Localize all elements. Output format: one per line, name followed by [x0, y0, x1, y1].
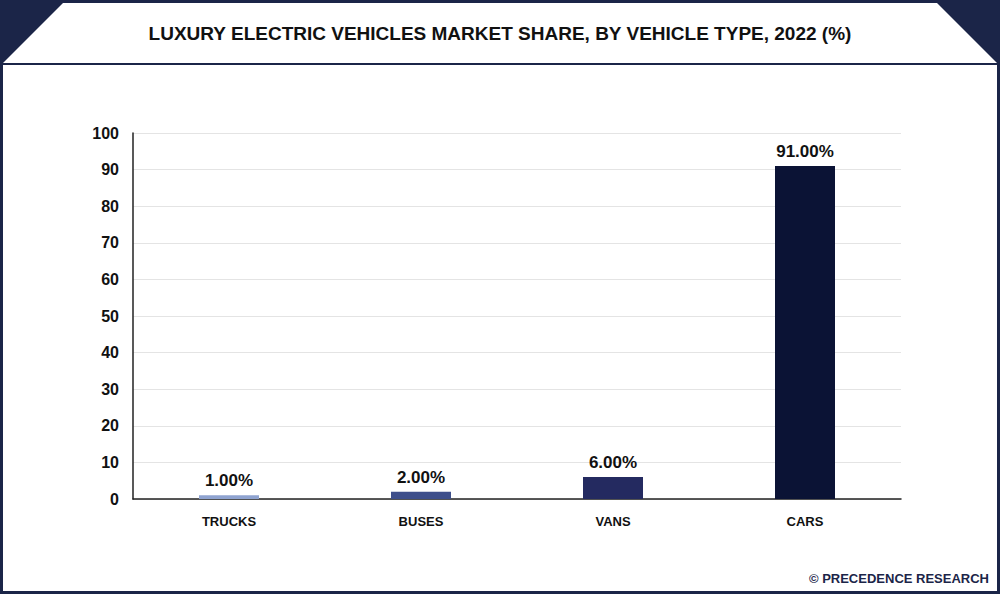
svg-text:VANS: VANS [595, 514, 630, 529]
svg-text:BUSES: BUSES [399, 514, 444, 529]
svg-text:10: 10 [101, 454, 119, 471]
svg-text:LUXURY ELECTRIC VEHICLES MARKE: LUXURY ELECTRIC VEHICLES MARKET SHARE, B… [149, 23, 852, 44]
svg-text:20: 20 [101, 417, 119, 434]
svg-text:© PRECEDENCE RESEARCH: © PRECEDENCE RESEARCH [809, 571, 989, 586]
svg-text:80: 80 [101, 198, 119, 215]
svg-text:30: 30 [101, 381, 119, 398]
svg-text:2.00%: 2.00% [397, 468, 445, 487]
svg-text:91.00%: 91.00% [776, 142, 834, 161]
svg-text:0: 0 [110, 491, 119, 508]
svg-text:CARS: CARS [787, 514, 824, 529]
svg-text:50: 50 [101, 308, 119, 325]
svg-text:90: 90 [101, 161, 119, 178]
svg-text:70: 70 [101, 234, 119, 251]
svg-text:1.00%: 1.00% [205, 471, 253, 490]
svg-text:TRUCKS: TRUCKS [202, 514, 256, 529]
svg-text:40: 40 [101, 344, 119, 361]
svg-text:6.00%: 6.00% [589, 453, 637, 472]
svg-text:100: 100 [92, 125, 119, 142]
svg-text:60: 60 [101, 271, 119, 288]
